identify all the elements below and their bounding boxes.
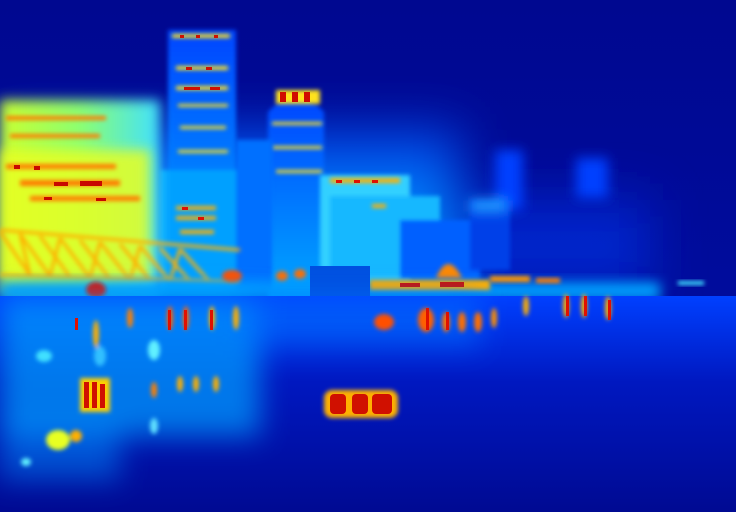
distant-towers: [470, 150, 608, 212]
waterfront-lights: [0, 264, 704, 300]
pier-posts: [75, 296, 611, 330]
hot-reflection-cluster: [80, 378, 110, 412]
mid-window-lights: [176, 178, 400, 234]
left-warm-building: [0, 100, 241, 295]
mid-hot-spots: [182, 180, 378, 220]
domed-tower: [268, 90, 324, 300]
hot-reflection-boat: [324, 390, 398, 418]
